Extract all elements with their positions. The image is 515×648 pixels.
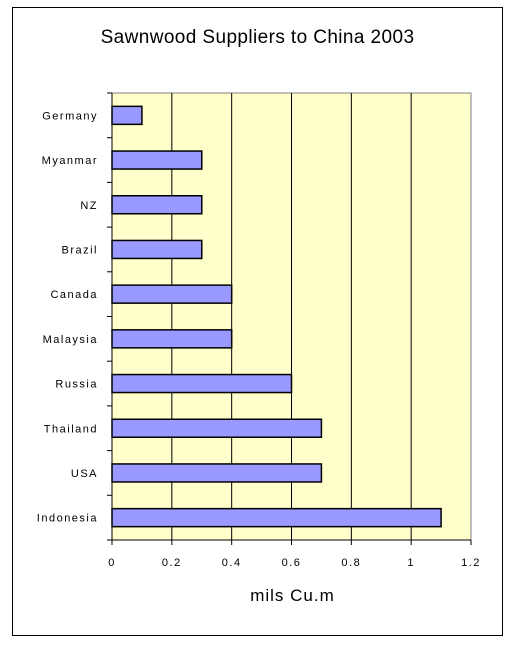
bar-russia [111, 373, 293, 394]
x-tick-label: 0 [108, 557, 116, 569]
bar-indonesia [111, 507, 442, 528]
x-axis-label: mils Cu.m [250, 586, 335, 605]
chart-frame [12, 7, 503, 636]
x-tick-label: 0.6 [282, 557, 302, 569]
category-label: Indonesia [37, 513, 98, 525]
category-label: Thailand [44, 423, 98, 435]
x-tick-label: 1 [407, 557, 415, 569]
category-label: NZ [80, 200, 98, 212]
x-tick-label: 0.8 [341, 557, 361, 569]
bars [111, 105, 442, 528]
category-label: Myanmar [42, 155, 98, 167]
bar-nz [111, 195, 203, 215]
x-tick-labels: 0 0.2 0.4 0.6 0.8 1 1.2 [108, 557, 481, 569]
bar-malaysia [111, 329, 233, 349]
bar-germany [111, 105, 143, 126]
category-label: Russia [55, 379, 98, 391]
category-label: Germany [42, 110, 98, 122]
category-label: USA [71, 468, 98, 480]
x-tick-label: 0.4 [222, 557, 242, 569]
bar-brazil [111, 239, 203, 260]
category-label: Canada [50, 289, 98, 301]
category-label: Malaysia [43, 334, 98, 346]
bar-thailand [111, 418, 323, 438]
category-label: Brazil [61, 244, 98, 256]
x-tick-label: 1.2 [461, 557, 481, 569]
chart-title: Sawnwood Suppliers to China 2003 [100, 27, 415, 48]
bar-usa [111, 463, 323, 483]
category-labels: Germany Myanmar NZ Brazil Canada Malaysia Russ… [37, 110, 98, 525]
bar-myanmar [111, 150, 203, 170]
axes [107, 92, 472, 545]
x-tick-label: 0.2 [162, 557, 182, 569]
bar-canada [111, 284, 233, 304]
